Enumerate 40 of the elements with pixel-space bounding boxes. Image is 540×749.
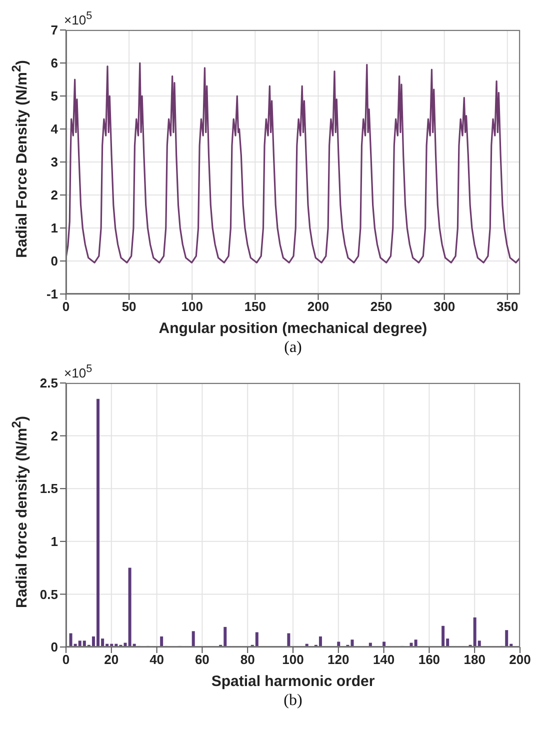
y-tick-label: 5: [50, 88, 58, 104]
x-tick-label: 60: [194, 652, 210, 668]
text: (a): [283, 338, 303, 357]
text: ×10$^{5}$: [64, 10, 92, 28]
y-tick-label: 2: [50, 188, 58, 203]
x-tick-label: 160: [418, 652, 440, 668]
y-tick-label: 1.5: [40, 481, 58, 496]
y-tick-label: 2.5: [40, 376, 58, 391]
y-tick-label: 2: [50, 428, 58, 444]
y-tick-label: 4: [50, 122, 59, 137]
x-tick-label: 100: [282, 652, 304, 668]
x-axis-title: Spatial harmonic order: [210, 673, 376, 691]
x-tick-label: 40: [150, 652, 164, 668]
y-tick-label: 6: [50, 56, 58, 71]
x-tick-label: 250: [370, 299, 392, 314]
y-tick-label: -1: [46, 286, 58, 302]
y-tick-label: 1: [50, 220, 58, 236]
x-tick-label: 0: [62, 652, 70, 668]
x-tick-label: 80: [240, 652, 255, 668]
x-tick-label: 20: [104, 652, 119, 668]
text: (b): [282, 691, 304, 710]
y-tick-label: 7: [50, 22, 58, 38]
x-tick-label: 100: [181, 299, 203, 314]
x-tick-label: 300: [433, 299, 456, 314]
x-axis-title: Angular position (mechanical degree): [158, 320, 428, 338]
x-tick-label: 50: [122, 299, 136, 314]
text: ×10$^{5}$: [64, 363, 92, 380]
x-tick-label: 200: [509, 652, 531, 668]
y-tick-label: 0: [50, 254, 58, 269]
x-tick-label: 0: [62, 299, 70, 314]
x-tick-label: 180: [464, 652, 486, 668]
y-tick-label: 0: [50, 640, 58, 655]
x-tick-label: 150: [244, 299, 266, 314]
x-tick-label: 120: [328, 652, 350, 668]
x-tick-label: 200: [307, 299, 330, 314]
y-tick-label: 0.5: [40, 586, 58, 602]
x-tick-label: 140: [372, 652, 395, 668]
y-tick-label: 1: [50, 534, 58, 550]
y-tick-label: 3: [50, 154, 58, 170]
x-tick-label: 350: [496, 299, 518, 314]
